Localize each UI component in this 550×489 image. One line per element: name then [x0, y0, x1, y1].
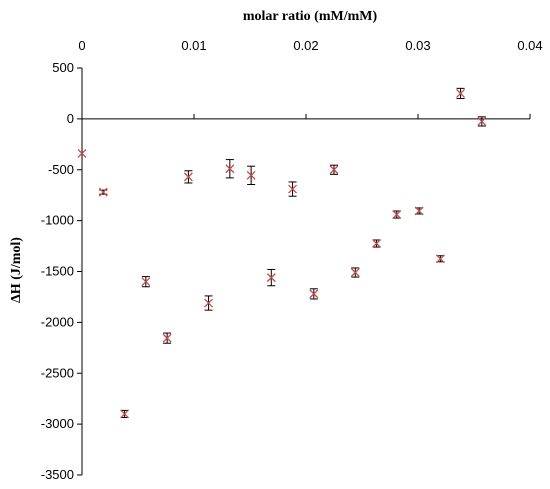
- x-marker: [246, 170, 256, 180]
- y-tick-label: -1000: [41, 213, 74, 228]
- x-marker: [204, 298, 214, 308]
- data-point: [329, 164, 339, 175]
- data-points: [77, 87, 487, 419]
- data-point: [477, 116, 487, 127]
- y-tick-labels: 500 0 -500 -1000 -1500 -2000 -2500 -3000 -3500: [41, 60, 74, 482]
- x-tick-labels: 0 0.01 0.02 0.03 0.04: [78, 38, 542, 53]
- data-point: [98, 187, 108, 197]
- data-point: [183, 170, 193, 184]
- x-marker: [120, 409, 130, 419]
- data-point: [350, 267, 360, 278]
- x-marker: [392, 210, 402, 219]
- y-tick-label: -3000: [41, 416, 74, 431]
- x-marker: [329, 165, 339, 175]
- data-point: [414, 206, 424, 216]
- y-axis-title: ΔH (J/mol): [9, 237, 24, 303]
- data-point: [456, 87, 466, 100]
- x-tick-label: 0.01: [181, 38, 206, 53]
- x-marker: [162, 333, 172, 343]
- x-marker: [414, 206, 424, 216]
- data-point: [246, 165, 256, 186]
- x-marker: [372, 239, 382, 248]
- y-tick-label: 500: [52, 60, 74, 75]
- y-tick-label: 0: [67, 111, 74, 126]
- x-marker: [350, 268, 360, 277]
- data-point: [266, 268, 276, 287]
- y-tick-label: -500: [48, 162, 74, 177]
- x-axis-title: molar ratio (mM/mM): [243, 9, 378, 24]
- data-point: [162, 332, 172, 344]
- data-point: [141, 276, 151, 288]
- data-point: [435, 254, 445, 264]
- x-marker: [288, 184, 298, 194]
- x-tick-label: 0: [78, 38, 85, 53]
- x-marker: [183, 172, 193, 182]
- x-tick-label: 0.04: [517, 38, 542, 53]
- x-marker: [77, 149, 87, 158]
- data-point: [288, 181, 298, 197]
- x-marker: [477, 116, 487, 126]
- x-marker: [435, 254, 445, 264]
- x-marker: [266, 273, 276, 283]
- x-marker: [98, 187, 108, 197]
- x-tick-label: 0.02: [293, 38, 318, 53]
- data-point: [309, 288, 319, 300]
- y-tick-label: -1500: [41, 264, 74, 279]
- x-marker: [225, 164, 235, 174]
- x-marker: [141, 277, 151, 287]
- data-point: [120, 409, 130, 419]
- data-point: [372, 239, 382, 248]
- x-tick-label: 0.03: [405, 38, 430, 53]
- y-tick-label: -2000: [41, 314, 74, 329]
- x-marker: [456, 88, 466, 98]
- x-marker: [309, 289, 319, 299]
- data-point: [77, 149, 87, 158]
- axes: [77, 67, 531, 476]
- data-point: [204, 295, 214, 311]
- y-tick-label: -2500: [41, 365, 74, 380]
- y-tick-label: -3500: [41, 467, 74, 482]
- data-point: [392, 210, 402, 219]
- data-point: [225, 159, 235, 179]
